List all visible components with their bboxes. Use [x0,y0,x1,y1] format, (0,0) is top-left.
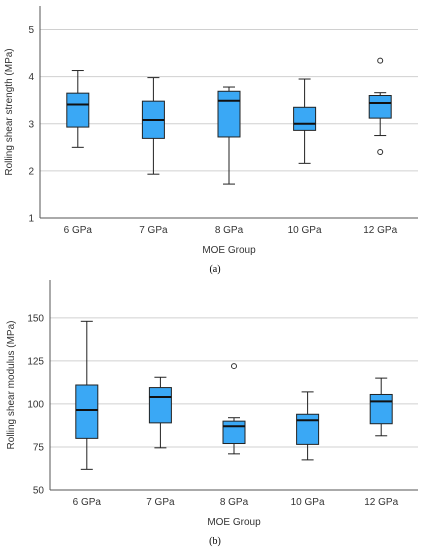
chart-a-xtick-label: 10 GPa [288,225,322,236]
chart-a: 1 2 3 4 5 6 GPa 7 GPa 8 GPa 10 GPa 12 GPa MOE Grou… [0,0,430,262]
chart-a-ytick-label: 5 [28,25,34,36]
chart-b-box [296,413,320,445]
chart-a-x-axis-title: MOE Group [202,245,256,256]
chart-a-box [66,92,90,128]
chart-a-outlier-point [377,149,384,156]
chart-a-xtick-label: 6 GPa [64,225,93,236]
chart-a-y-axis-title: Rolling shear strength (MPa) [4,48,15,175]
chart-b-x-axis-title: MOE Group [207,517,261,528]
chart-b: 50 75 100 125 150 6 GPa 7 GPa 8 GPa 10 GPa 12 GPa… [0,270,430,534]
chart-b-ytick-label: 100 [27,399,44,410]
chart-a-box [293,106,317,131]
rolling-shear-strength-boxplot: 1 2 3 4 5 6 GPa 7 GPa 8 GPa 10 GPa 12 GPa MOE Grou… [4,6,418,256]
chart-a-box [368,95,392,119]
chart-b-box [75,384,99,439]
chart-a-xtick-label: 8 GPa [215,225,244,236]
chart-a-ytick-label: 3 [28,119,34,130]
caption-a: (a) [209,264,221,275]
chart-b-xtick-label: 7 GPa [146,497,175,508]
chart-b-ytick-label: 75 [33,442,45,453]
chart-b-ytick-label: 50 [33,486,45,497]
chart-b-outlier-point [231,363,237,370]
chart-a-xtick-label: 7 GPa [139,225,168,236]
chart-b-xtick-label: 12 GPa [364,497,398,508]
chart-b-xtick-label: 8 GPa [220,497,249,508]
chart-a-box [217,90,241,138]
chart-a-ytick-label: 2 [28,166,34,177]
chart-a-outlier-point [377,57,384,64]
rolling-shear-modulus-boxplot: 50 75 100 125 150 6 GPa 7 GPa 8 GPa 10 GPa 12 GPa… [6,280,418,528]
chart-b-ytick-label: 150 [27,313,44,324]
chart-a-xtick-label: 12 GPa [363,225,397,236]
chart-b-y-axis-title: Rolling shear modulus (MPa) [6,321,17,450]
chart-b-ytick-label: 125 [27,356,44,367]
chart-a-ytick-label: 4 [28,72,34,83]
chart-b-box [148,387,172,424]
chart-a-ytick-label: 1 [28,214,34,225]
chart-b-box [222,420,246,445]
chart-b-box [369,393,393,425]
chart-b-xtick-label: 10 GPa [291,497,325,508]
chart-b-xtick-label: 6 GPa [73,497,102,508]
caption-b: (b) [209,536,221,547]
